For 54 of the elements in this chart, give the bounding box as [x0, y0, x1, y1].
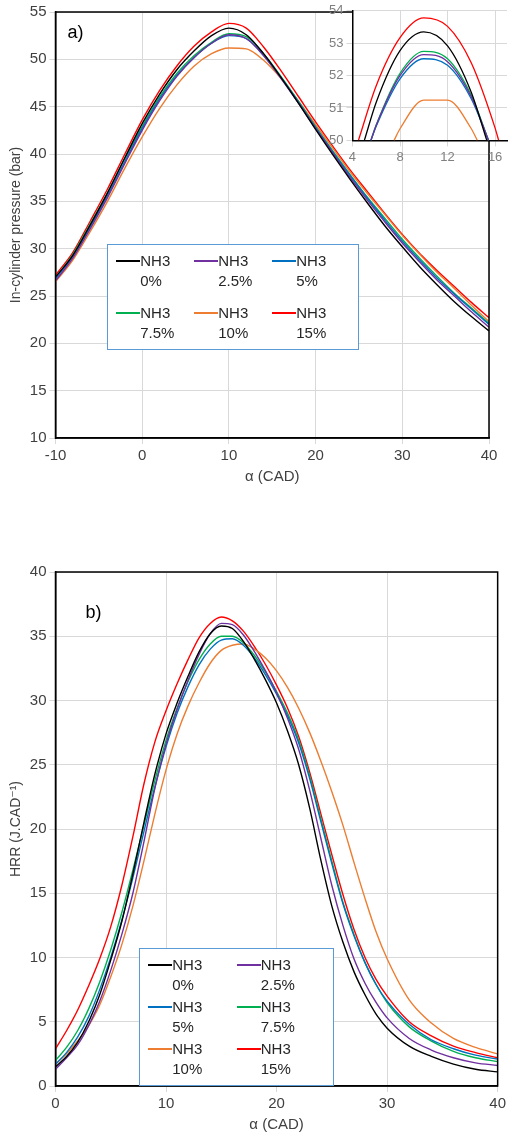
x-tick-label: 30 — [378, 1094, 396, 1112]
y-tick-label: 40 — [29, 562, 47, 580]
legend-label: NH3 15% — [260, 1039, 292, 1079]
annotation: b) — [85, 601, 102, 622]
y-tick-label: 35 — [29, 626, 47, 644]
y-axis-title: HRR (J.CAD⁻¹) — [7, 780, 24, 878]
legend-label: NH3 2.5% — [218, 251, 254, 292]
x-tick-label: 0 — [51, 1094, 60, 1112]
y-tick-label: 5 — [38, 1011, 47, 1029]
y-tick-label: 20 — [29, 333, 47, 351]
legend-label: NH3 0% — [140, 251, 172, 292]
x-tick-label: 40 — [480, 446, 498, 464]
y-tick-label: 30 — [29, 238, 47, 256]
legend-label: NH3 5% — [172, 997, 204, 1037]
y-tick-label: 51 — [328, 99, 344, 115]
x-tick-label: -10 — [44, 446, 67, 464]
x-tick-label: 30 — [393, 446, 411, 464]
y-tick-label: 55 — [29, 2, 47, 20]
y-tick-label: 50 — [29, 49, 47, 67]
x-tick-label: 8 — [396, 148, 404, 164]
y-tick-label: 15 — [29, 380, 47, 398]
legend-label: NH3 7.5% — [260, 997, 296, 1037]
y-tick-label: 25 — [29, 286, 47, 304]
y-tick-label: 25 — [29, 754, 47, 772]
x-tick-label: 40 — [489, 1094, 506, 1112]
y-tick-label: 30 — [29, 690, 47, 708]
x-tick-label: 20 — [268, 1094, 285, 1112]
x-tick-label: 0 — [138, 446, 147, 464]
y-tick-label: 53 — [328, 34, 344, 50]
x-tick-label: 20 — [307, 446, 324, 464]
legend-label: NH3 7.5% — [140, 303, 176, 344]
legend-label: NH3 5% — [296, 251, 328, 292]
x-tick-label: 10 — [220, 446, 238, 464]
y-tick-label: 50 — [328, 131, 344, 147]
x-axis-title: α (CAD) — [244, 467, 300, 485]
x-tick-label: 12 — [440, 148, 455, 164]
y-tick-label: 10 — [29, 947, 47, 965]
y-tick-label: 45 — [29, 96, 47, 114]
x-tick-label: 4 — [348, 148, 357, 164]
y-tick-label: 52 — [328, 67, 344, 83]
legend-label: NH3 0% — [172, 955, 204, 995]
legend-label: NH3 10% — [172, 1039, 204, 1079]
y-tick-label: 20 — [29, 819, 47, 837]
annotation: a) — [67, 21, 84, 42]
y-tick-label: 15 — [29, 883, 47, 901]
legend-label: NH3 15% — [296, 303, 328, 344]
y-axis-title: In-cylinder pressure (bar) — [7, 146, 24, 304]
legend-label: NH3 2.5% — [260, 955, 296, 995]
x-tick-label: 10 — [157, 1094, 175, 1112]
x-axis-title: α (CAD) — [249, 1115, 304, 1133]
y-tick-label: 0 — [38, 1076, 47, 1094]
y-tick-label: 10 — [29, 428, 47, 446]
y-tick-label: 35 — [29, 191, 47, 209]
legend-label: NH3 10% — [218, 303, 250, 344]
